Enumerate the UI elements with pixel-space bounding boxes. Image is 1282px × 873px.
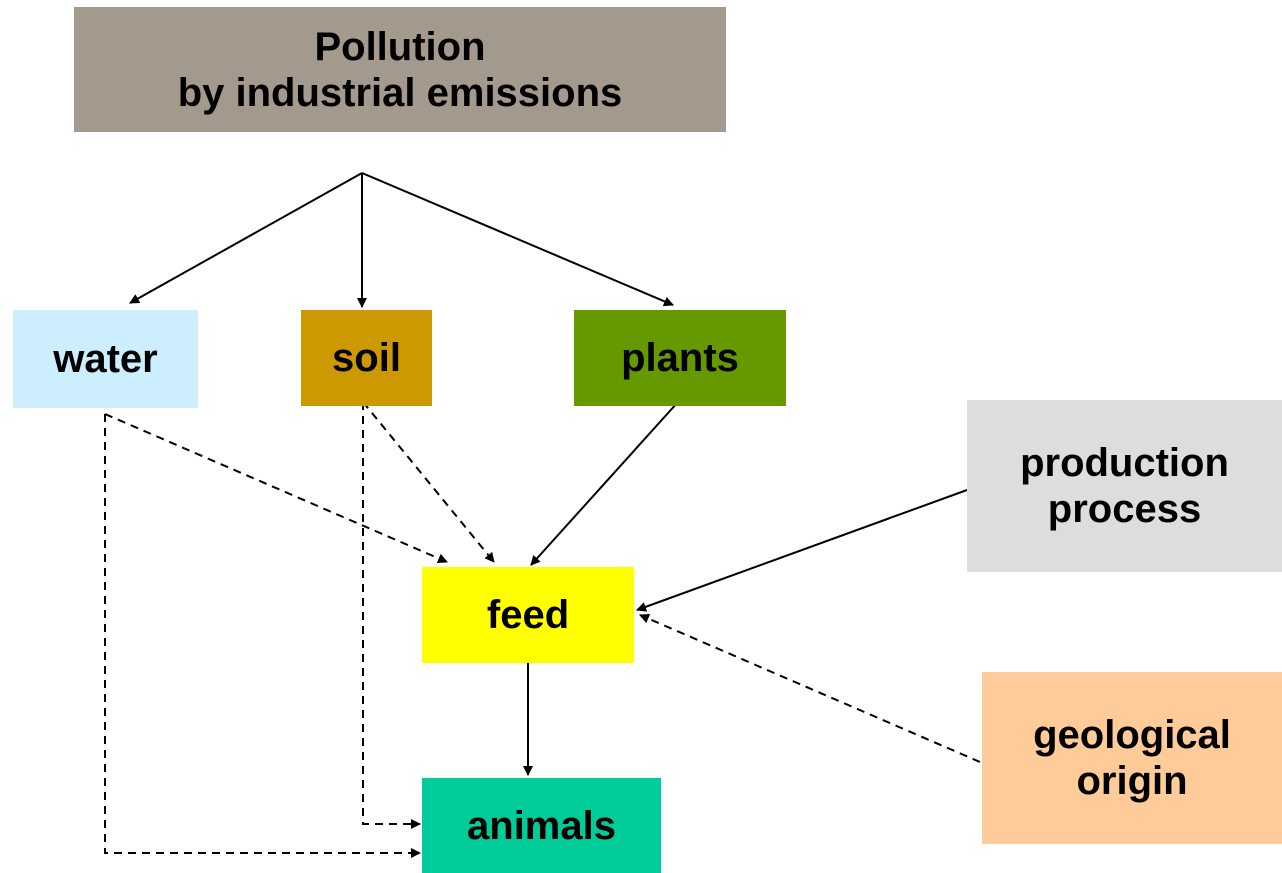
node: animals [422, 778, 661, 873]
node: Pollution by industrial emissions [74, 7, 726, 132]
dashed-arrow [104, 414, 421, 858]
dashed-arrow [362, 401, 495, 563]
dashed-arrow [104, 413, 448, 564]
node: production process [967, 400, 1282, 572]
dashed-arrow [639, 613, 981, 763]
node: plants [574, 310, 786, 406]
dashed-arrow [362, 402, 421, 829]
arrow [361, 172, 674, 307]
node: soil [301, 310, 432, 406]
arrow [636, 489, 968, 612]
node: feed [422, 567, 634, 663]
node: geological origin [982, 672, 1282, 844]
arrow [129, 172, 363, 304]
arrow [530, 401, 679, 566]
node: water [13, 310, 198, 408]
